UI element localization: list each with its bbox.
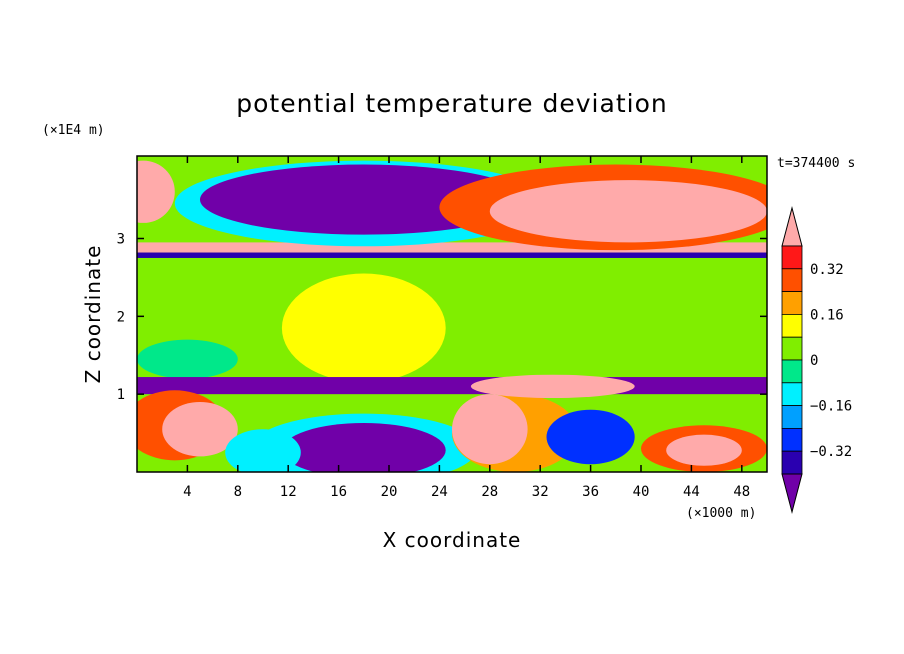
colorbar-segment xyxy=(781,336,803,361)
colorbar-segment xyxy=(781,291,803,315)
field-blob-22 xyxy=(225,429,301,472)
field-blob-3 xyxy=(137,339,238,379)
x-tick-label: 20 xyxy=(381,484,398,500)
x-tick-label: 24 xyxy=(431,484,448,500)
field-blob-21 xyxy=(546,409,635,465)
field-layer-5 xyxy=(137,252,767,258)
time-label: t=374400 s xyxy=(777,156,855,171)
x-tick-label: 36 xyxy=(582,484,599,500)
colorbar-extend-low xyxy=(781,473,803,514)
x-tick-label: 32 xyxy=(532,484,549,500)
colorbar-segment xyxy=(781,245,803,270)
field-blob-20 xyxy=(666,434,742,466)
colorbar-segment xyxy=(781,450,803,475)
y-tick-label: 2 xyxy=(117,309,125,325)
y-axis: 1 2 3 xyxy=(117,232,767,403)
colorbar-label: 0 xyxy=(810,353,818,369)
x-tick-label: 40 xyxy=(633,484,650,500)
y-unit-label: (×1E4 m) xyxy=(42,123,105,138)
colorbar-segment xyxy=(781,405,803,429)
field-blob-13 xyxy=(281,422,446,472)
y-axis-label: Z coordinate xyxy=(81,245,105,384)
chart-title: potential temperature deviation xyxy=(236,89,667,118)
colorbar-segment xyxy=(781,313,803,338)
x-tick-label: 12 xyxy=(280,484,297,500)
colorbar-segment xyxy=(781,268,803,292)
x-tick-label: 44 xyxy=(683,484,700,500)
colorbar-segment xyxy=(781,359,803,384)
colorbar-segment xyxy=(781,382,803,406)
x-tick-label: 4 xyxy=(183,484,191,500)
field-blob-15 xyxy=(162,401,238,457)
field-blob-18 xyxy=(470,374,635,399)
field-blob-11 xyxy=(137,160,175,223)
x-tick-label: 48 xyxy=(733,484,750,500)
field-blob-10 xyxy=(489,180,767,243)
colorbar-label: 0.32 xyxy=(810,262,844,278)
colorbar-label: −0.32 xyxy=(810,444,852,460)
x-unit-label: (×1000 m) xyxy=(686,506,756,521)
colorbar-label: 0.16 xyxy=(810,307,844,323)
x-axis: 4 8 12 16 20 24 28 32 36 40 44 48 xyxy=(183,156,750,500)
y-tick-label: 1 xyxy=(117,387,125,403)
colorbar-label: −0.16 xyxy=(810,399,852,415)
x-tick-label: 8 xyxy=(234,484,242,500)
field-blob-17 xyxy=(452,394,528,465)
x-tick-label: 28 xyxy=(481,484,498,500)
plot-area: 4 8 12 16 20 24 28 32 36 40 44 48 123 xyxy=(117,155,768,500)
field-layer-6 xyxy=(137,242,767,253)
field-layer-4 xyxy=(137,377,767,395)
colorbar-segment xyxy=(781,427,803,452)
y-tick-label: 3 xyxy=(117,232,125,248)
field-image xyxy=(137,156,767,472)
colorbar: 0.32 0.16 0 −0.16 −0.32 xyxy=(781,206,852,514)
x-axis-label: X coordinate xyxy=(383,528,522,552)
plot-frame xyxy=(136,155,768,473)
x-tick-label: 16 xyxy=(330,484,347,500)
field-blob-2 xyxy=(281,273,446,383)
